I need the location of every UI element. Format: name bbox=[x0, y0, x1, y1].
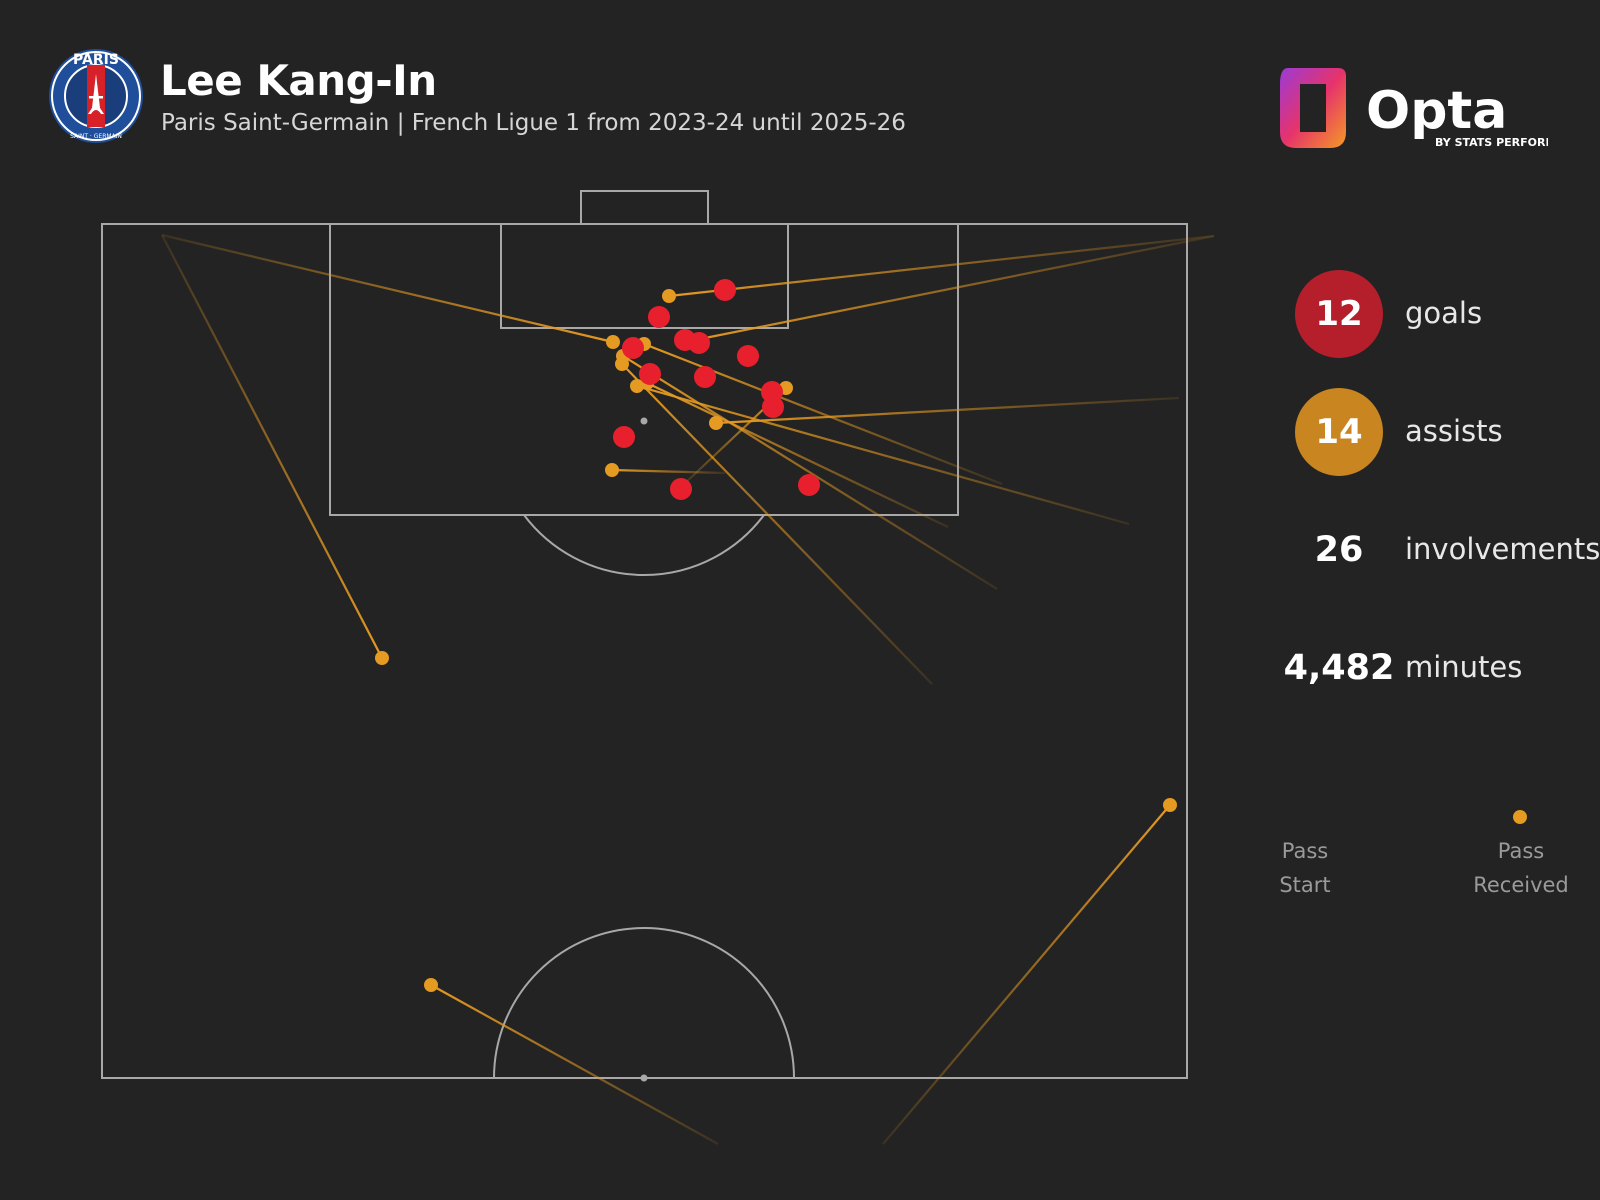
assist-pass-line bbox=[882, 804, 1171, 1145]
goal-frame bbox=[580, 190, 709, 225]
legend-pass-start-label: Pass Start bbox=[1279, 839, 1331, 897]
goal-shot-dot bbox=[648, 306, 670, 328]
goal-shot-dot bbox=[798, 474, 820, 496]
minutes-label: minutes bbox=[1405, 650, 1523, 684]
chart-subtitle: Paris Saint-Germain | French Ligue 1 fro… bbox=[161, 110, 906, 136]
assist-received-dot bbox=[709, 416, 723, 430]
involvements-value: 26 bbox=[1314, 530, 1364, 570]
goals-badge: 12 bbox=[1295, 270, 1383, 358]
goal-shot-dot bbox=[613, 426, 635, 448]
psg-crest: PARIS SAINT · GERMAIN bbox=[49, 49, 143, 143]
assist-received-dot bbox=[630, 379, 644, 393]
legend-pass-received-dot bbox=[1513, 810, 1527, 824]
assist-pass-line bbox=[621, 363, 933, 685]
goal-shot-dot bbox=[622, 337, 644, 359]
assist-pass-line bbox=[646, 382, 949, 528]
penalty-arc bbox=[523, 514, 765, 576]
penalty-spot bbox=[640, 417, 648, 425]
pitch-outline bbox=[101, 223, 1188, 1079]
brand-name: Opta bbox=[1366, 81, 1507, 141]
assist-pass-line bbox=[715, 396, 1180, 425]
goal-shot-dot bbox=[670, 478, 692, 500]
crest-motto-text: SAINT · GERMAIN bbox=[70, 133, 122, 140]
brand-tagline: BY STATS PERFORM bbox=[1435, 136, 1548, 149]
goal-shot-dot bbox=[714, 279, 736, 301]
assist-pass-line bbox=[636, 384, 1130, 526]
assist-pass-line bbox=[622, 355, 998, 590]
assist-received-dot bbox=[605, 463, 619, 477]
assist-received-dot bbox=[375, 651, 389, 665]
assist-pass-line bbox=[161, 234, 383, 659]
player-name: Lee Kang-In bbox=[160, 56, 437, 105]
goal-shot-dot bbox=[674, 329, 696, 351]
assist-pass-line bbox=[161, 233, 614, 344]
assists-label: assists bbox=[1405, 414, 1503, 448]
assists-badge: 14 bbox=[1295, 388, 1383, 476]
goals-label: goals bbox=[1405, 296, 1483, 330]
assist-pass-line bbox=[684, 234, 1215, 344]
crest-name-text: PARIS bbox=[73, 52, 119, 68]
opta-logo: Opta BY STATS PERFORM bbox=[1280, 68, 1548, 149]
assist-received-dot bbox=[1163, 798, 1177, 812]
goal-shots bbox=[613, 279, 820, 500]
assist-received-dot bbox=[424, 978, 438, 992]
pitch-lines bbox=[101, 190, 1188, 1082]
assist-pass-line bbox=[430, 984, 719, 1145]
assist-pass-line bbox=[668, 234, 1215, 298]
eiffel-tower-icon bbox=[88, 74, 104, 114]
opta-mark-icon bbox=[1280, 68, 1346, 148]
assist-pass-line bbox=[643, 342, 1003, 486]
goal-shot-dot bbox=[694, 366, 716, 388]
assist-received-dot bbox=[662, 289, 676, 303]
center-circle bbox=[493, 927, 795, 1079]
goal-shot-dot bbox=[737, 345, 759, 367]
assist-pass-line bbox=[611, 468, 726, 475]
goal-shot-dot bbox=[639, 363, 661, 385]
center-spot bbox=[640, 1074, 648, 1082]
goal-shot-dot bbox=[762, 396, 784, 418]
assist-received-dot bbox=[606, 335, 620, 349]
involvements-label: involvements bbox=[1405, 532, 1600, 566]
assist-passes bbox=[161, 233, 1215, 1145]
legend-pass-received-label: Pass Received bbox=[1473, 839, 1569, 897]
six-yard-box bbox=[500, 223, 789, 329]
minutes-value: 4,482 bbox=[1283, 648, 1395, 688]
